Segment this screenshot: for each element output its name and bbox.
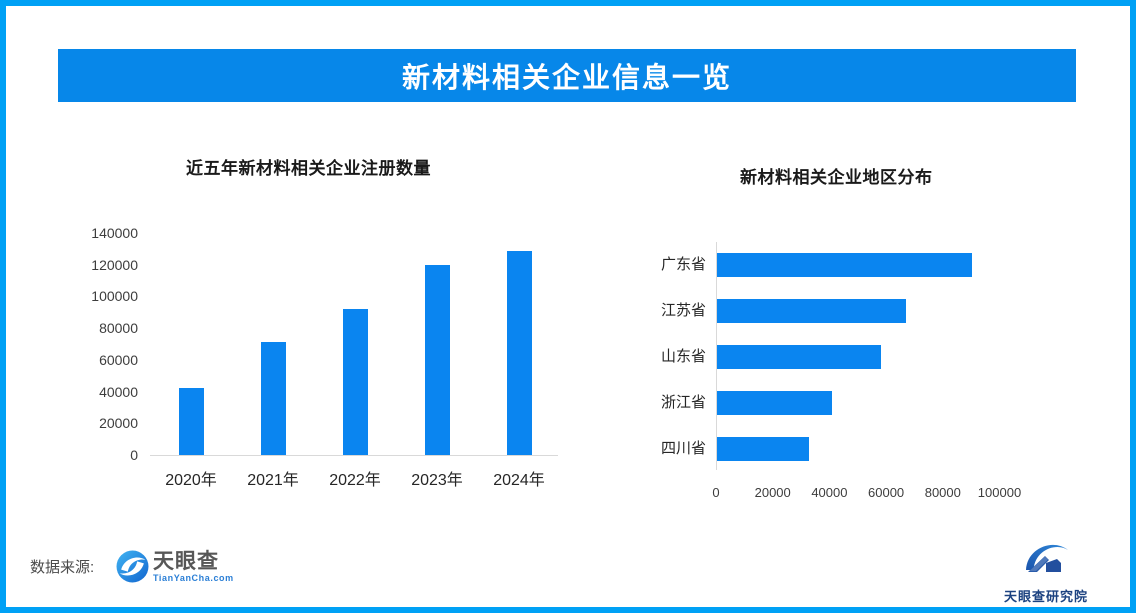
bar	[717, 253, 972, 277]
y-axis-tick-label: 60000	[99, 351, 138, 368]
tianyancha-wordmark: 天眼查 TianYanCha.com	[153, 550, 234, 583]
x-axis-category-label: 2020年	[165, 472, 217, 489]
x-axis-tick-label: 20000	[754, 485, 791, 500]
y-axis-tick-label: 120000	[91, 256, 138, 273]
bar	[342, 309, 368, 455]
y-axis-category-label: 山东省	[660, 348, 706, 365]
y-axis-tick-label: 0	[130, 447, 138, 463]
bar	[717, 391, 832, 415]
x-axis-tick-label: 100000	[977, 485, 1022, 500]
tianyancha-eye-icon	[116, 550, 149, 588]
region-distribution-bar-chart: 广东省江苏省山东省浙江省四川省 0 20000 40000 60000 80000 1000…	[640, 235, 1132, 520]
registrations-bar-chart: 0 20000 40000 60000 80000 100000 120000 140000 2…	[60, 225, 590, 510]
x-axis-line	[150, 455, 558, 456]
y-axis-category-label: 广东省	[660, 256, 706, 273]
y-axis-tick-label: 80000	[99, 320, 138, 337]
title-banner: 新材料相关企业信息一览	[58, 49, 1076, 102]
bar	[424, 265, 450, 455]
y-axis-line	[716, 242, 717, 470]
left-chart-title: 近五年新材料相关企业注册数量	[186, 159, 431, 178]
y-axis-tick-label: 40000	[99, 383, 138, 400]
institute-logo: 天眼查研究院	[996, 537, 1096, 605]
x-axis-category-label: 2021年	[247, 472, 299, 489]
page-title: 新材料相关企业信息一览	[401, 61, 732, 93]
y-axis-tick-label: 140000	[91, 225, 138, 241]
institute-name: 天眼查研究院	[1003, 589, 1088, 604]
y-axis-category-label: 四川省	[660, 440, 706, 457]
bar	[506, 251, 532, 455]
y-axis-tick-label: 20000	[99, 415, 138, 432]
tianyancha-name: 天眼查	[153, 550, 219, 573]
x-axis-category-label: 2024年	[493, 472, 545, 489]
y-axis-category-label: 江苏省	[660, 302, 706, 319]
x-axis-tick-label: 0	[712, 485, 720, 500]
x-axis-category-label: 2023年	[411, 472, 463, 489]
bar	[178, 388, 204, 455]
y-axis-category-label: 浙江省	[660, 394, 706, 411]
bar	[717, 437, 809, 461]
bar	[717, 345, 881, 369]
x-axis-tick-label: 80000	[924, 485, 961, 500]
y-axis-tick-label: 100000	[91, 288, 138, 305]
right-chart-title: 新材料相关企业地区分布	[740, 168, 933, 187]
tianyancha-logo: 天眼查 TianYanCha.com	[116, 550, 234, 588]
institute-swoosh-house-icon	[1020, 537, 1072, 584]
data-source-label: 数据来源:	[30, 559, 95, 576]
x-axis-tick-label: 40000	[811, 485, 848, 500]
x-axis-tick-label: 60000	[868, 485, 905, 500]
bar	[260, 342, 286, 455]
x-axis-category-label: 2022年	[329, 472, 381, 489]
tianyancha-domain: TianYanCha.com	[153, 573, 234, 583]
bar	[717, 299, 906, 323]
